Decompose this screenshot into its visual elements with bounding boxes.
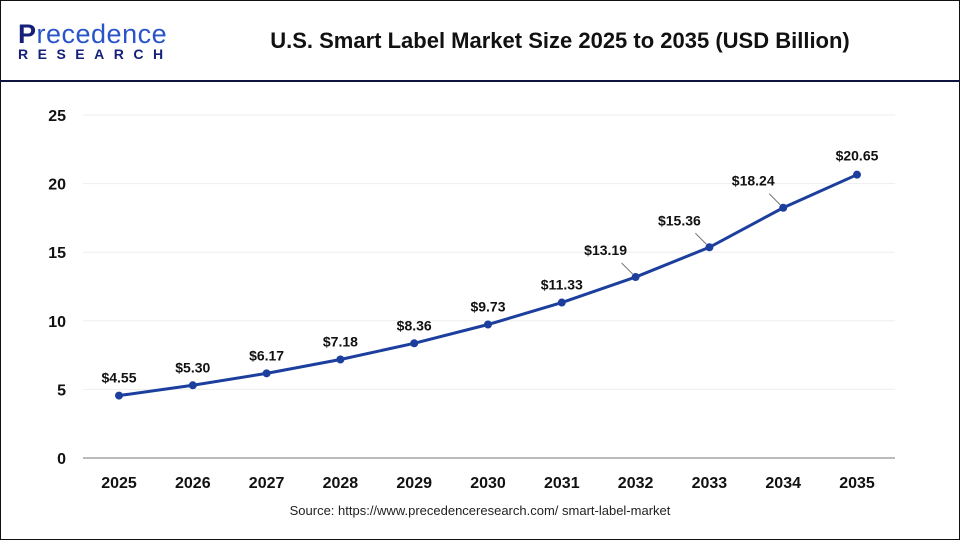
y-tick-label: 5 [57,382,66,399]
x-tick-label: 2027 [249,475,285,492]
data-point [631,273,640,282]
y-tick-label: 15 [48,245,66,262]
x-tick-label: 2031 [544,475,580,492]
x-tick-label: 2026 [175,475,211,492]
y-tick-label: 20 [48,177,66,194]
leader-line [621,262,633,275]
source-text: Source: https://www.precedenceresearch.c… [289,503,671,518]
data-label: $9.73 [470,299,505,315]
y-tick-label: 0 [57,451,66,468]
precedence-research-logo: Precedence RESEARCH [18,19,173,62]
data-point [336,355,345,364]
series-line [118,173,858,398]
data-point [410,339,419,348]
data-point [115,391,123,400]
data-label: $5.30 [175,359,210,375]
x-tick-label: 2033 [692,475,728,492]
data-label: $8.36 [397,317,432,333]
data-point [484,320,492,329]
data-label: $15.36 [658,212,701,228]
data-point [557,298,566,307]
leader-line [768,193,781,206]
data-point [779,203,788,212]
data-label: $4.55 [101,370,136,386]
chart-title: U.S. Smart Label Market Size 2025 to 203… [270,28,850,53]
data-point [853,170,861,179]
data-label: $18.24 [732,173,775,189]
data-point [188,381,197,390]
data-label: $7.18 [323,333,358,349]
data-point [705,243,714,252]
x-tick-label: 2034 [765,475,801,492]
leader-line [695,232,707,245]
header: Precedence RESEARCH U.S. Smart Label Mar… [0,0,960,82]
y-tick-label: 25 [48,108,66,125]
x-tick-label: 2035 [839,475,875,492]
y-tick-label: 10 [48,314,66,331]
data-label: $13.19 [584,242,627,258]
x-tick-label: 2025 [101,475,137,492]
data-point [262,369,271,378]
data-label: $6.17 [249,347,284,363]
data-label: $11.33 [541,277,583,293]
data-label: $20.65 [836,148,879,164]
x-tick-label: 2030 [470,475,506,492]
x-tick-label: 2032 [618,475,654,492]
x-tick-label: 2029 [396,475,432,492]
x-tick-label: 2028 [323,475,359,492]
